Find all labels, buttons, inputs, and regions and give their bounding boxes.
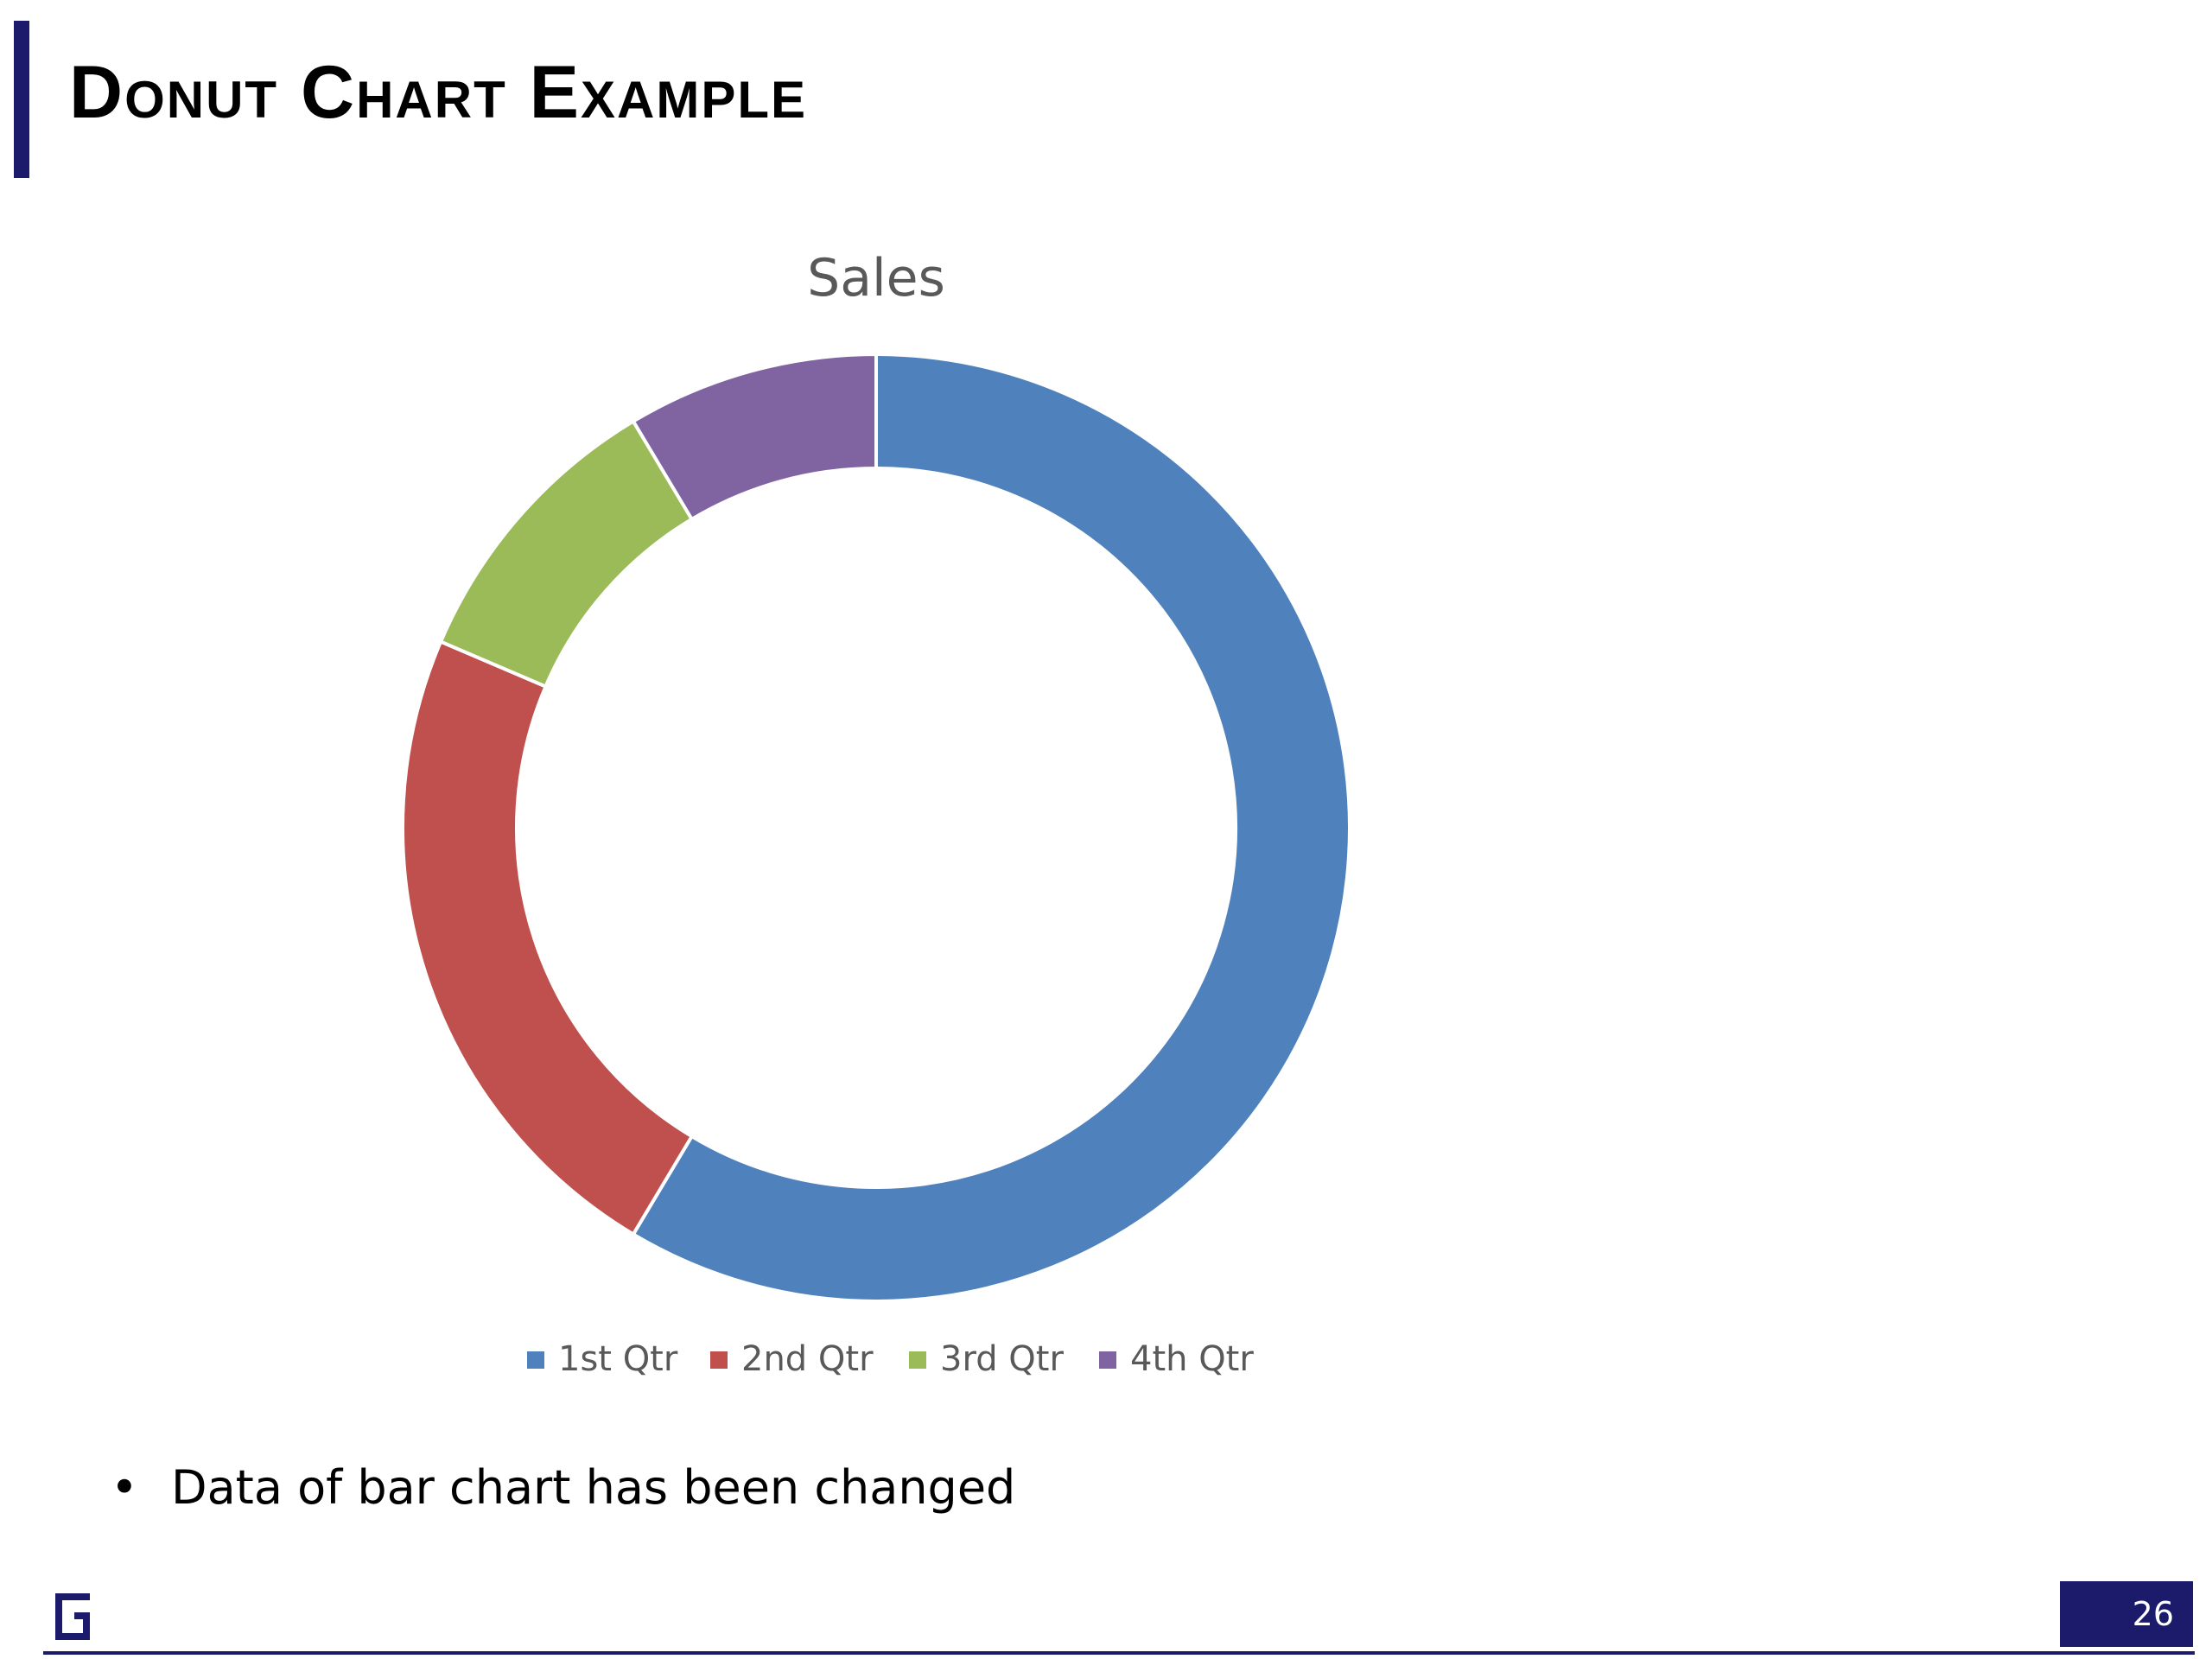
legend-swatch-4	[1099, 1351, 1116, 1369]
bullet-marker: •	[111, 1460, 138, 1515]
page-number: 26	[2060, 1581, 2193, 1647]
bullet-list: • Data of bar chart has been changed	[111, 1460, 1015, 1515]
footer-divider	[43, 1651, 2195, 1655]
donut-slice-4	[631, 352, 878, 522]
legend-label-2: 2nd Qtr	[741, 1339, 874, 1379]
chart-title: Sales	[807, 248, 945, 308]
donut-slice-1	[631, 352, 1351, 1303]
chart-legend: 1st Qtr 2nd Qtr 3rd Qtr 4th Qtr	[527, 1339, 1254, 1379]
donut-slice-3	[438, 418, 695, 690]
bullet-item: • Data of bar chart has been changed	[111, 1460, 1015, 1515]
legend-swatch-1	[527, 1351, 544, 1369]
donut-slice-2	[401, 639, 695, 1237]
slide-title: Donut Chart Example	[69, 51, 808, 134]
title-accent-bar	[14, 21, 29, 178]
bullet-text: Data of bar chart has been changed	[171, 1460, 1016, 1515]
legend-swatch-2	[710, 1351, 728, 1369]
donut-slices	[401, 352, 1351, 1303]
legend-label-3: 3rd Qtr	[940, 1339, 1064, 1379]
legend-label-1: 1st Qtr	[558, 1339, 678, 1379]
legend-label-4: 4th Qtr	[1130, 1339, 1254, 1379]
company-logo-icon	[50, 1590, 95, 1643]
legend-swatch-3	[909, 1351, 926, 1369]
